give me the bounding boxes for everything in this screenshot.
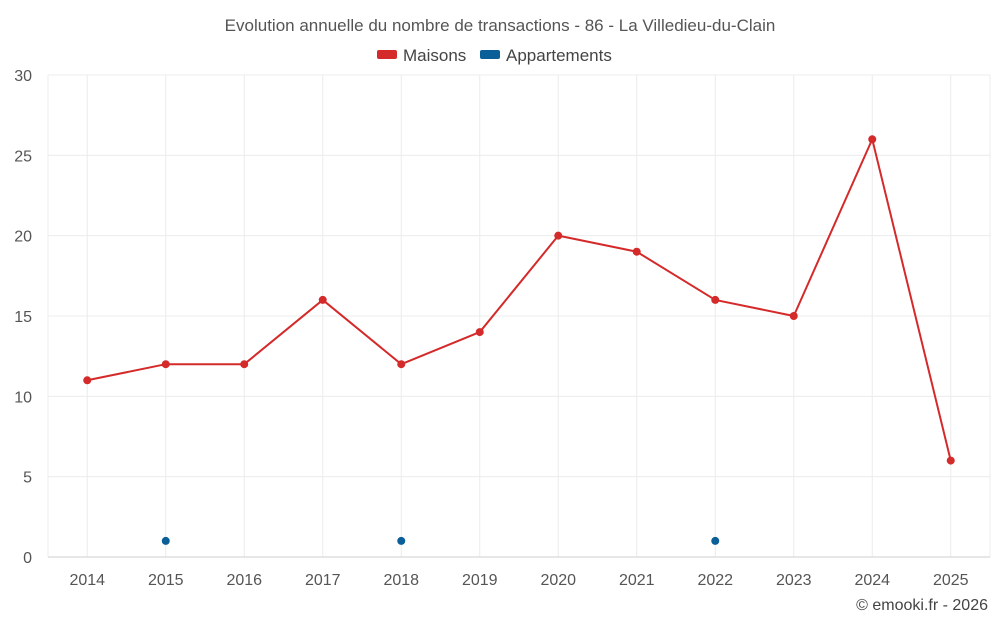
legend-item-maisons[interactable]: Maisons	[377, 46, 466, 65]
data-point-maisons-2025[interactable]	[946, 456, 955, 465]
x-tick-label-2019: 2019	[462, 572, 498, 589]
x-axis: 2014 2015 2016 2017 2018 2019 2020 2021 2022 2023…	[48, 556, 990, 589]
data-point-maisons-2014[interactable]	[83, 376, 92, 385]
x-tick-label-2018: 2018	[383, 572, 419, 589]
x-tick-label-2017: 2017	[305, 572, 341, 589]
data-point-maisons-2018[interactable]	[397, 360, 406, 369]
credit-text: © emooki.fr - 2026	[856, 597, 988, 614]
data-point-appartements-2015[interactable]	[161, 536, 170, 545]
data-point-maisons-2021[interactable]	[632, 247, 641, 256]
legend-label-maisons: Maisons	[403, 46, 466, 65]
x-tick-label-2021: 2021	[619, 572, 655, 589]
series-layer	[83, 135, 955, 545]
x-tick-label-2020: 2020	[540, 572, 576, 589]
x-tick-label-2023: 2023	[776, 572, 812, 589]
y-tick-label: 25	[14, 148, 32, 165]
y-tick-label: 15	[14, 309, 32, 326]
y-tick-label: 20	[14, 229, 32, 246]
data-point-maisons-2016[interactable]	[240, 360, 249, 369]
x-tick-label-2025: 2025	[933, 572, 969, 589]
data-point-maisons-2024[interactable]	[868, 135, 877, 144]
x-tick-label-2016: 2016	[226, 572, 262, 589]
x-tick-label-2022: 2022	[697, 572, 733, 589]
x-tick-label-2024: 2024	[854, 572, 890, 589]
data-point-maisons-2015[interactable]	[161, 360, 170, 369]
y-tick-label: 5	[23, 470, 32, 487]
grid	[47, 74, 991, 558]
legend-item-appartements[interactable]: Appartements	[480, 46, 612, 65]
y-tick-label: 10	[14, 389, 32, 406]
data-point-maisons-2019[interactable]	[475, 328, 484, 337]
y-tick-label: 30	[14, 68, 32, 85]
y-tick-label: 0	[23, 550, 32, 567]
data-point-maisons-2023[interactable]	[789, 312, 798, 320]
data-point-maisons-2020[interactable]	[554, 231, 563, 240]
data-point-appartements-2018[interactable]	[397, 536, 406, 545]
y-axis: 0 5 10 15 20 25 30	[14, 68, 32, 567]
data-point-appartements-2022[interactable]	[711, 536, 720, 545]
legend-swatch-maisons	[377, 50, 397, 59]
legend-label-appartements: Appartements	[506, 46, 612, 65]
legend-swatch-appartements	[480, 50, 500, 59]
legend: Maisons Appartements	[377, 46, 612, 65]
data-point-maisons-2017[interactable]	[318, 295, 327, 304]
data-point-maisons-2022[interactable]	[711, 295, 720, 304]
chart-title: Evolution annuelle du nombre de transact…	[225, 16, 776, 35]
x-tick-label-2015: 2015	[148, 572, 184, 589]
series-line-maisons	[87, 138, 952, 461]
x-tick-label-2014: 2014	[69, 572, 105, 589]
